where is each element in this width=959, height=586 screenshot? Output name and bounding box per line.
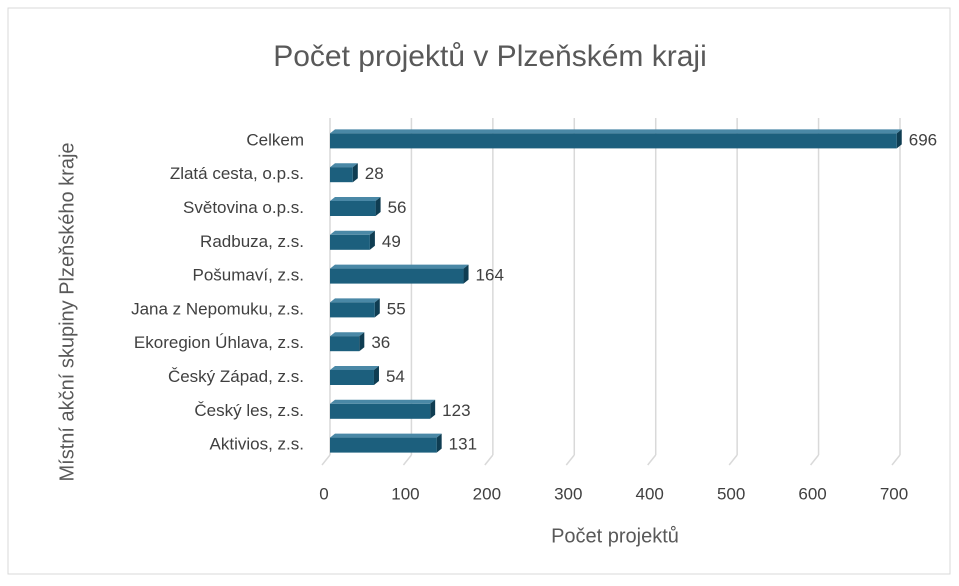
x-tick-label: 700	[880, 484, 908, 503]
data-label: 55	[387, 299, 406, 318]
x-tick-label: 200	[473, 484, 501, 503]
bar	[330, 370, 374, 385]
y-tick-label: Jana z Nepomuku, z.s.	[131, 299, 304, 318]
bar-top	[330, 264, 469, 269]
data-label: 36	[371, 333, 390, 352]
data-label: 123	[442, 401, 470, 420]
x-tick-label: 500	[717, 484, 745, 503]
bar-top	[330, 129, 902, 134]
grid-floor	[647, 454, 657, 466]
bar	[330, 201, 376, 216]
y-tick-label: Aktivios, z.s.	[210, 435, 304, 454]
x-tick-label: 600	[798, 484, 826, 503]
bar	[330, 167, 353, 183]
bar-side	[436, 433, 442, 453]
bar-side	[374, 298, 380, 318]
bar-top	[330, 332, 365, 337]
x-tick-label: 400	[636, 484, 664, 503]
grid-floor	[402, 454, 413, 466]
chart-title: Počet projektů v Plzeňském kraji	[273, 40, 707, 73]
bar-side	[430, 399, 436, 419]
grid-floor	[484, 454, 494, 466]
bar-top	[330, 366, 379, 370]
chart-border	[7, 7, 951, 575]
y-tick-label: Český les, z.s.	[194, 401, 304, 420]
bar	[330, 336, 360, 352]
bar	[330, 403, 431, 419]
grid-floor	[809, 454, 820, 466]
x-tick-label: 300	[554, 484, 582, 503]
y-tick-label: Světovina o.p.s.	[183, 198, 304, 217]
x-tick-label: 100	[391, 484, 419, 503]
data-label: 54	[386, 367, 405, 386]
data-label: 49	[382, 232, 401, 251]
bar-top	[330, 399, 436, 404]
bar	[330, 437, 437, 453]
y-tick-label: Celkem	[246, 130, 304, 149]
bar-side	[359, 332, 365, 352]
bar-top	[330, 298, 380, 303]
y-tick-label: Zlatá cesta, o.p.s.	[170, 164, 304, 183]
bar	[330, 133, 897, 149]
data-label: 28	[365, 164, 384, 183]
bar	[330, 268, 464, 284]
bar-side	[369, 230, 375, 250]
data-label: 131	[449, 435, 477, 454]
bar-side	[352, 163, 358, 183]
y-tick-label: Pošumaví, z.s.	[193, 266, 304, 285]
bar-side	[373, 366, 379, 385]
x-tick-label: 0	[319, 484, 328, 503]
bar-top	[330, 230, 375, 235]
data-label: 56	[388, 198, 407, 217]
data-label: 696	[909, 130, 937, 149]
grid-floor	[891, 454, 901, 466]
y-tick-label: Radbuza, z.s.	[200, 232, 304, 251]
bar-side	[463, 264, 469, 284]
y-tick-label: Český Západ, z.s.	[168, 367, 304, 386]
bar	[330, 234, 370, 250]
bar-top	[330, 433, 442, 438]
y-tick-label: Ekoregion Úhlava, z.s.	[134, 333, 304, 352]
grid-floor	[728, 454, 738, 466]
grid-floor	[565, 454, 575, 466]
data-label: 164	[476, 266, 504, 285]
bar-top	[330, 163, 358, 168]
y-axis-label: Místní akční skupiny Plzeňského kraje	[56, 142, 78, 481]
bar-side	[375, 197, 381, 216]
bar	[330, 302, 375, 318]
x-axis-label: Počet projektů	[551, 525, 679, 547]
grid-floor	[321, 454, 331, 466]
bar-side	[896, 129, 902, 149]
bar-top	[330, 197, 381, 201]
